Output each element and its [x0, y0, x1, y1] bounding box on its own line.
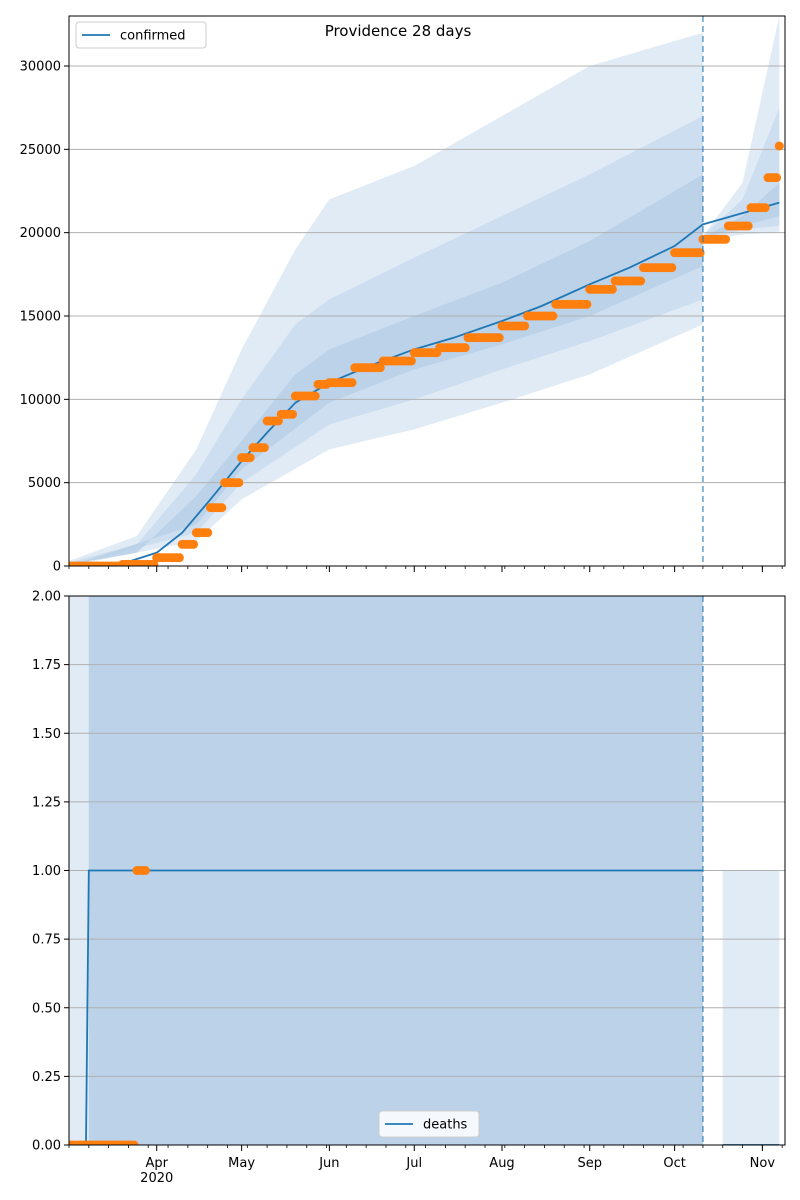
chart-title: Providence 28 days	[325, 22, 472, 40]
observed-point	[310, 391, 320, 401]
legend	[378, 1110, 480, 1138]
plot-frame	[68, 15, 786, 567]
observed-point	[494, 333, 504, 343]
y-tick-label: 20000	[20, 226, 61, 241]
observed-point	[774, 141, 784, 151]
observed-point	[772, 173, 782, 183]
y-tick-label: 30000	[20, 60, 61, 75]
deaths-line	[69, 869, 703, 1145]
x-tick-label: May	[228, 1156, 255, 1171]
y-tick-label: 1.50	[32, 727, 61, 742]
legend-label: confirmed	[120, 29, 186, 44]
y-tick-label: 0.25	[32, 1070, 61, 1085]
observed-point	[607, 284, 617, 294]
observed-point	[406, 356, 416, 366]
observed-point	[636, 276, 646, 286]
plot-frame	[68, 595, 786, 1146]
confirmed-chart: 0 5000 10000 15000 20000 25000 30000 confirmed	[20, 15, 786, 575]
x-tick-label: Apr	[145, 1156, 168, 1171]
observed-point	[174, 553, 184, 563]
observed-point	[520, 321, 530, 331]
observed-point	[743, 221, 753, 231]
y-tick-label: 0.50	[32, 1001, 61, 1016]
observed-point	[548, 311, 558, 321]
observed-point	[760, 203, 770, 213]
observed-point	[667, 263, 677, 273]
observed-point	[234, 478, 244, 488]
y-tick-label: 5000	[28, 476, 61, 491]
x-tick-label: 2020	[140, 1171, 173, 1186]
observed-point	[140, 866, 150, 875]
y-tick-label: 15000	[20, 310, 61, 325]
y-tick-label: 1.75	[32, 658, 61, 673]
y-tick-label: 0.00	[32, 1139, 61, 1154]
x-tick-label: Sep	[577, 1156, 602, 1171]
x-tick-label: Nov	[750, 1156, 776, 1171]
deaths-chart: 0.00 0.25 0.50 0.75 1.00 1.25 1.50 1.75 2.00 Apr2…	[32, 590, 786, 1186]
observed-point	[189, 539, 199, 549]
y-tick-label: 10000	[20, 393, 61, 408]
observed-point	[460, 343, 470, 353]
observed-point	[129, 1140, 139, 1145]
y-tick-label: 2.00	[32, 590, 61, 605]
y-tick-label: 25000	[20, 143, 61, 158]
observed-point	[259, 443, 269, 453]
x-tick-label: Jun	[318, 1156, 339, 1171]
observed-point	[347, 378, 357, 388]
y-tick-label: 0.75	[32, 933, 61, 948]
observed-point	[288, 409, 298, 419]
y-tick-label: 0	[53, 560, 61, 575]
observed-point	[582, 299, 592, 309]
y-tick-label: 1.00	[32, 864, 61, 879]
observed-point	[245, 453, 255, 463]
legend-label: deaths	[423, 1118, 468, 1133]
x-tick-label: Jul	[405, 1156, 422, 1171]
x-tick-label: Oct	[663, 1156, 685, 1171]
uncertainty-band-inner	[69, 174, 703, 566]
observed-point	[721, 234, 731, 244]
observed-point	[217, 503, 227, 513]
legend	[75, 21, 207, 49]
observed-point	[203, 528, 213, 538]
x-tick-label: Aug	[489, 1156, 514, 1171]
y-tick-label: 1.25	[32, 795, 61, 810]
